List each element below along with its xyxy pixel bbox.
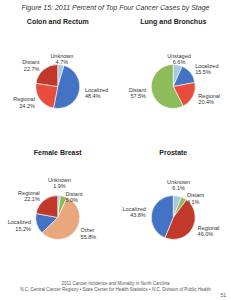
slice-value-label: 24.2% [19, 103, 35, 109]
slice-category: Distant [65, 191, 83, 197]
pie-panel: Lung and Bronchus Unstaged6.6% Localized15… [129, 18, 220, 109]
slice-category: Distant [22, 59, 40, 65]
pie-slice [151, 65, 183, 109]
slice-value-label: 5.0% [65, 197, 78, 203]
slices [151, 65, 195, 109]
slice-value-label: 46.0% [198, 231, 214, 237]
slice-category: Unknown [48, 177, 71, 183]
figure: Figure 15: 2011 Percent of Top Four Canc… [0, 0, 231, 300]
slice-value-label: 43.8% [130, 212, 146, 218]
slice-label: Unstaged6.6% [167, 53, 191, 65]
pie: Unknown6.1%Distant4.1% Regional46.0% Local… [123, 179, 220, 240]
slice-label: Localized43.8% [123, 206, 146, 218]
slice-label: Distant22.7% [22, 59, 40, 71]
chart-root: Figure 15: 2011 Percent of Top Four Canc… [0, 0, 231, 300]
pie: Unknown1.9% Distant5.0% Other55.8% Localize… [8, 177, 97, 240]
slice-label: Unknown6.1% [167, 179, 190, 191]
pie: Unstaged6.6% Localized15.5% Regional20.4% D… [129, 53, 220, 109]
slice-labels: Unknown4.7% Localized48.4% Regional24.2% Di… [13, 53, 108, 109]
slice-value-label: 22.7% [24, 66, 40, 72]
slice-label: Distant57.5% [129, 87, 147, 99]
slice-category: Unstaged [167, 53, 191, 59]
slice-category: Other [81, 227, 95, 233]
slice-label: Other55.8% [81, 227, 97, 239]
pie-panel: Prostate Unknown6.1%Distant4.1% Regional46… [123, 149, 220, 240]
slice-category: Unknown [50, 53, 73, 59]
slice-category: Regional [13, 96, 35, 102]
slice-value-label: 15.5% [195, 69, 211, 75]
slice-value-label: 57.5% [130, 93, 146, 99]
slice-label: Distant4.1% [187, 192, 205, 204]
slice-value-label: 4.1% [187, 199, 200, 205]
slice-label: Localized15.2% [8, 219, 31, 231]
pie-panel: Colon and Rectum Unknown4.7% Localized48.4… [13, 18, 108, 109]
slice-label: Localized15.5% [195, 63, 218, 75]
chart-title: Female Breast [34, 149, 83, 156]
slice-category: Regional [18, 190, 40, 196]
slice-value-label: 6.6% [173, 59, 186, 65]
slice-label: Unknown1.9% [48, 177, 71, 189]
footer-text: N.C. Central Cancer Registry • State Cen… [20, 287, 211, 292]
slice-value-label: 48.4% [85, 93, 101, 99]
slice-category: Distant [187, 192, 205, 198]
page-number: 51 [220, 292, 226, 298]
chart-title: Colon and Rectum [27, 18, 89, 25]
pie-slice [36, 83, 58, 108]
slice-label: Regional22.1% [18, 190, 40, 202]
slice-label: Regional46.0% [198, 225, 220, 237]
slices [36, 196, 80, 240]
slice-category: Localized [195, 63, 218, 69]
slice-labels: Unstaged6.6% Localized15.5% Regional20.4% D… [129, 53, 220, 105]
footer-text: 2011 Cancer Incidence and Mortality in N… [62, 281, 170, 286]
slice-value-label: 20.4% [198, 99, 214, 105]
slice-category: Regional [198, 93, 220, 99]
slice-labels: Unknown1.9% Distant5.0% Other55.8% Localize… [8, 177, 97, 240]
slice-category: Distant [129, 87, 147, 93]
slice-category: Localized [8, 219, 31, 225]
pie-slice [151, 196, 173, 238]
slice-label: Localized48.4% [85, 87, 108, 99]
slice-value-label: 15.2% [15, 226, 31, 232]
slice-label: Regional24.2% [13, 96, 35, 108]
slice-value-label: 4.7% [56, 59, 69, 65]
slice-labels: Unknown6.1%Distant4.1% Regional46.0% Local… [123, 179, 220, 238]
slice-category: Localized [123, 206, 146, 212]
slice-category: Localized [85, 87, 108, 93]
slice-value-label: 55.8% [81, 234, 97, 240]
slice-label: Distant5.0% [65, 191, 83, 203]
chart-title: Lung and Bronchus [140, 18, 206, 26]
pie: Unknown4.7% Localized48.4% Regional24.2% Di… [13, 53, 108, 109]
figure-title: Figure 15: 2011 Percent of Top Four Canc… [22, 4, 210, 12]
chart-title: Prostate [159, 149, 187, 156]
slice-label: Regional20.4% [198, 93, 220, 105]
slice-value-label: 1.9% [53, 183, 66, 189]
slice-category: Unknown [167, 179, 190, 185]
pie-panel: Female Breast Unknown1.9% Distant5.0% Other… [8, 149, 97, 240]
slice-value-label: 22.1% [24, 196, 40, 202]
slice-label: Unknown4.7% [50, 53, 73, 65]
slice-category: Regional [198, 225, 220, 231]
slices [36, 65, 80, 109]
slice-value-label: 6.1% [172, 185, 185, 191]
